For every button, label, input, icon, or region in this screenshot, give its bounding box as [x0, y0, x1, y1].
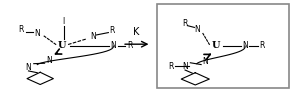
Text: N: N	[203, 57, 208, 66]
Text: R: R	[168, 62, 174, 71]
Text: R: R	[127, 41, 132, 51]
Text: N: N	[111, 41, 116, 51]
Text: N: N	[34, 29, 40, 38]
Text: N: N	[182, 62, 188, 71]
Text: I: I	[63, 17, 65, 26]
Text: N: N	[90, 32, 96, 41]
Text: R: R	[182, 19, 188, 28]
Text: U: U	[58, 41, 66, 51]
Bar	[157, 4, 289, 88]
Text: N: N	[242, 41, 248, 51]
Text: R: R	[19, 25, 24, 34]
Text: N: N	[26, 63, 31, 72]
Text: U: U	[211, 41, 220, 51]
Text: R: R	[109, 26, 115, 35]
Text: N: N	[194, 25, 200, 34]
Text: K: K	[133, 27, 139, 37]
Text: R: R	[259, 41, 265, 51]
Text: N: N	[46, 56, 52, 65]
